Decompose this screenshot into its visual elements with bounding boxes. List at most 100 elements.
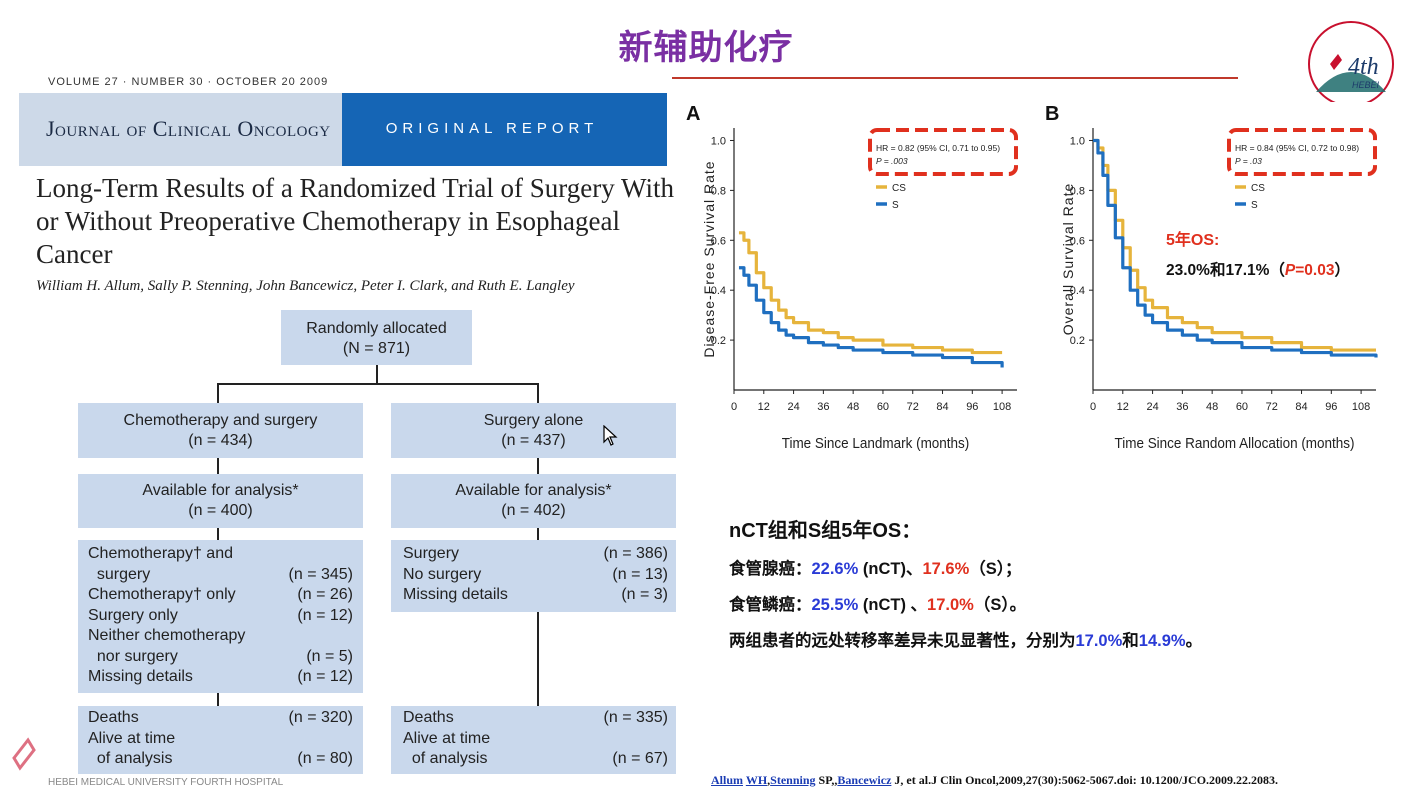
flow-right-arm-box: Surgery alone (n = 437) <box>391 403 676 458</box>
os-callout-pre: 23.0%和17.1%（ <box>1166 262 1285 279</box>
annotation-highlight-box <box>868 128 1018 176</box>
annotation-hr: HR = 0.84 (95% CI, 0.72 to 0.98) <box>1235 143 1359 153</box>
flow-row-n: (n = 12) <box>297 668 353 685</box>
y-tick-label: 1.0 <box>711 135 726 147</box>
metastasis-text-1: 和 <box>1122 632 1139 650</box>
y-tick-label: 1.0 <box>1070 135 1085 147</box>
flow-row-n: (n = 3) <box>621 586 668 603</box>
journal-band <box>19 93 342 166</box>
flow-root-box: Randomly allocated (N = 871) <box>281 310 472 365</box>
y-tick-label: 0.6 <box>1070 235 1085 247</box>
flow-row-n: (n = 80) <box>297 750 353 767</box>
metastasis-s-value: 14.9% <box>1138 632 1186 650</box>
x-tick-label: 12 <box>758 401 770 413</box>
citation-author-link-2[interactable]: WH <box>745 773 768 787</box>
flow-right-available-label: Available for analysis* <box>455 482 612 499</box>
flow-connector <box>217 528 219 540</box>
x-tick-label: 108 <box>1352 401 1370 413</box>
annotation-hr: HR = 0.82 (95% CI, 0.71 to 0.95) <box>876 143 1000 153</box>
adeno-label: 食管腺癌： <box>729 560 812 578</box>
flow-row: Deaths (n = 335) <box>403 708 668 729</box>
flow-row-label: Surgery <box>403 545 460 562</box>
x-axis-label: Time Since Landmark (months) <box>782 435 970 452</box>
y-tick-label: 0.8 <box>711 185 726 197</box>
flow-row-n: (n = 345) <box>288 565 353 583</box>
series-line-s <box>1093 138 1378 358</box>
x-tick-label: 24 <box>1146 401 1158 413</box>
mouse-cursor-icon <box>603 425 618 446</box>
flow-row-label: surgery <box>88 565 151 583</box>
flow-row-label: Alive at time <box>403 729 491 747</box>
flow-row: Neither chemotherapy <box>88 626 353 647</box>
flow-connector <box>217 458 219 474</box>
metastasis-nct-value: 17.0% <box>1075 632 1123 650</box>
adeno-nct-value: 22.6% <box>811 560 859 578</box>
citation-author-link-1[interactable]: Allum <box>711 773 744 787</box>
flow-connector <box>537 383 539 403</box>
flow-row-n: (n = 335) <box>603 709 668 726</box>
flow-root-label: Randomly allocated <box>306 320 447 337</box>
flow-row-label: nor surgery <box>88 647 178 665</box>
x-tick-label: 36 <box>1176 401 1188 413</box>
flow-row: Alive at time <box>88 729 353 750</box>
squamous-text-1: (nCT) 、 <box>858 596 928 614</box>
flow-left-available-n: (n = 400) <box>188 502 253 519</box>
y-tick-label: 0.4 <box>1070 285 1085 297</box>
logo-text: 4th <box>1348 54 1379 80</box>
flow-row-n: (n = 320) <box>288 709 353 726</box>
legend-label-s: S <box>1251 200 1258 211</box>
flow-connector <box>537 458 539 474</box>
citation-author-link-4[interactable]: Bancewicz <box>837 773 892 787</box>
flow-row-n: (n = 67) <box>612 750 668 767</box>
flow-row-n: (n = 12) <box>297 606 353 624</box>
series-line-cs <box>1093 138 1376 352</box>
chart-a: A 0.2 0.4 0.6 0.8 1.0 0 12 24 36 48 60 72 84 96 108 Time… <box>684 98 1029 464</box>
flow-connector <box>537 612 539 706</box>
chart-b: B 0.2 0.4 0.6 0.8 1.0 0 12 24 36 48 60 72 84 96 108 Time… <box>1043 98 1388 464</box>
flow-right-treatment-box: Surgery (n = 386) No surgery (n = 13) Missin… <box>391 540 676 612</box>
flow-row-label: Deaths <box>403 709 454 726</box>
citation-text-2: J, et al.J Clin Oncol,2009,27(30):5062-5… <box>891 773 1279 787</box>
flow-row: Surgery only (n = 12) <box>88 606 353 627</box>
x-tick-label: 36 <box>817 401 829 413</box>
x-tick-label: 0 <box>731 401 737 413</box>
adeno-s-value: 17.6% <box>922 560 970 578</box>
series-line-cs <box>738 231 1003 355</box>
summary-squamous: 食管鳞癌：25.5% (nCT) 、17.0%（S）。 <box>729 591 1202 615</box>
report-label: ORIGINAL REPORT <box>385 120 599 137</box>
x-tick-label: 24 <box>787 401 799 413</box>
flow-row: Chemotherapy† and <box>88 544 353 565</box>
x-tick-label: 108 <box>993 401 1011 413</box>
flow-row-label: No surgery <box>403 565 482 583</box>
flow-row-label: Neither chemotherapy <box>88 627 246 644</box>
x-tick-label: 72 <box>907 401 919 413</box>
os-callout-p-label: P <box>1284 262 1296 279</box>
flow-row: Surgery (n = 386) <box>403 544 668 565</box>
flow-root-n: (N = 871) <box>342 340 411 357</box>
flow-row-label: Deaths <box>88 709 139 726</box>
hospital-logo: 4th HEBEI <box>1308 21 1394 102</box>
squamous-s-value: 17.0% <box>927 596 974 614</box>
legend-label-cs: CS <box>892 183 906 194</box>
flow-row-label: Chemotherapy† and <box>88 545 233 562</box>
flow-connector <box>537 528 539 540</box>
y-tick-label: 0.4 <box>711 285 726 297</box>
flow-row-n: (n = 13) <box>612 565 668 583</box>
flow-row: Deaths (n = 320) <box>88 708 353 729</box>
watermark-text: HEBEI MEDICAL UNIVERSITY FOURTH HOSPITAL <box>48 777 284 788</box>
title-divider <box>672 77 1238 79</box>
summary-heading: nCT组和S组5年OS： <box>729 520 922 542</box>
flow-row: of analysis (n = 67) <box>403 749 668 770</box>
flow-row-label: Chemotherapy† only <box>88 586 236 603</box>
flow-connector <box>217 383 219 403</box>
adeno-text-2: （S）； <box>969 560 1022 578</box>
x-tick-label: 96 <box>966 401 978 413</box>
citation-author-link-3[interactable]: Stenning <box>770 773 816 787</box>
x-tick-label: 48 <box>847 401 859 413</box>
os-callout-text: 23.0%和17.1%（P=0.03） <box>1166 258 1350 280</box>
annotation-p: P = .03 <box>1235 156 1262 166</box>
os-callout-p-value: =0.03 <box>1295 262 1335 279</box>
summary-adeno: 食管腺癌：22.6% (nCT)、17.6%（S）； <box>729 555 1202 579</box>
annotation-highlight-box <box>1227 128 1377 176</box>
os-callout-post: ） <box>1334 262 1350 279</box>
